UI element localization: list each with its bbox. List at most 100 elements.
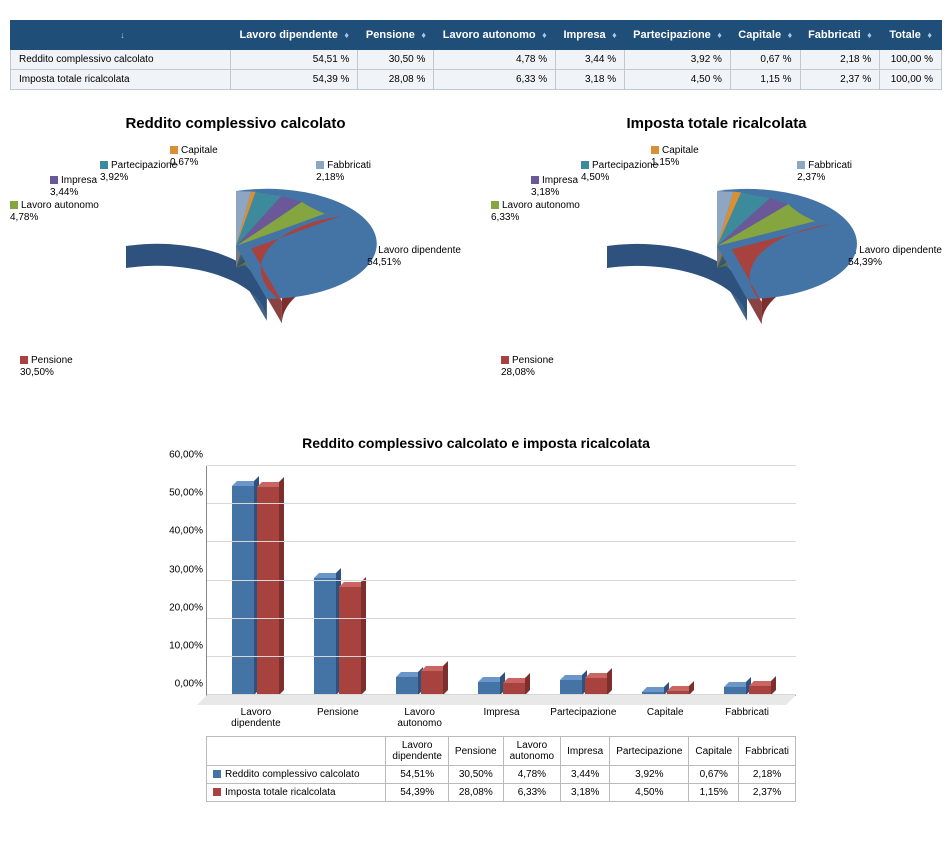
column-header[interactable]: Lavoro dipendente ♦ (231, 21, 358, 50)
column-header-total[interactable]: Totale ♦ (880, 21, 942, 50)
bar (339, 587, 361, 695)
legend-col-header: Fabbricati (739, 737, 796, 766)
column-header[interactable]: Fabbricati ♦ (800, 21, 880, 50)
gridline (207, 618, 796, 619)
table-cell: 3,92 % (625, 50, 731, 70)
y-axis-label: 10,00% (159, 640, 203, 651)
pie-chart-imposta: Imposta totale ricalcolata Lavoro dipend… (491, 115, 942, 395)
column-header[interactable]: Partecipazione ♦ (625, 21, 731, 50)
pie-title: Imposta totale ricalcolata (491, 115, 942, 132)
y-axis-label: 20,00% (159, 602, 203, 613)
legend-col-header: Pensione (448, 737, 503, 766)
legend-series-name: Reddito complessivo calcolato (207, 766, 386, 784)
table-cell-total: 100,00 % (880, 50, 942, 70)
x-axis-label: Fabbricati (706, 707, 788, 718)
bar-group: Impresa (461, 466, 543, 695)
pie-slice-label: Capitale0,67% (170, 145, 218, 169)
bar-group: Fabbricati (706, 466, 788, 695)
legend-swatch (50, 176, 58, 184)
column-header[interactable]: Pensione ♦ (358, 21, 434, 50)
bar (421, 671, 443, 695)
bar-chart-floor (197, 695, 796, 705)
legend-col-header: Partecipazione (610, 737, 689, 766)
legend-cell: 28,08% (448, 784, 503, 802)
bar-group: Capitale (624, 466, 706, 695)
legend-cell: 54,39% (386, 784, 449, 802)
bar-chart-title: Reddito complessivo calcolato e imposta … (156, 435, 796, 451)
legend-cell: 3,92% (610, 766, 689, 784)
legend-cell: 3,18% (561, 784, 610, 802)
pie-slice-label: Partecipazione4,50% (581, 160, 658, 184)
bar-chart-plot: LavorodipendentePensioneLavoroautonomoIm… (206, 466, 796, 696)
sort-icon: ♦ (540, 30, 547, 40)
table-cell: 4,50 % (625, 70, 731, 90)
legend-swatch (491, 201, 499, 209)
table-cell: 4,78 % (434, 50, 556, 70)
legend-blank (207, 737, 386, 766)
pie-title: Reddito complessivo calcolato (10, 115, 461, 132)
legend-cell: 2,37% (739, 784, 796, 802)
y-axis-label: 60,00% (159, 450, 203, 461)
table-cell: 3,18 % (556, 70, 625, 90)
pie-slice-label: Pensione28,08% (501, 355, 554, 379)
x-axis-label: Capitale (624, 707, 706, 718)
legend-series-name: Imposta totale ricalcolata (207, 784, 386, 802)
bar-chart-legend-table: LavorodipendentePensioneLavoroautonomoIm… (206, 736, 796, 802)
table-cell-total: 100,00 % (880, 70, 942, 90)
legend-swatch (170, 146, 178, 154)
pie-slice-label: Pensione30,50% (20, 355, 73, 379)
legend-swatch (10, 201, 18, 209)
table-cell: 1,15 % (730, 70, 800, 90)
table-cell: 28,08 % (358, 70, 434, 90)
table-row: Imposta totale ricalcolata54,39 %28,08 %… (11, 70, 942, 90)
bar (257, 487, 279, 695)
legend-swatch (531, 176, 539, 184)
legend-cell: 4,50% (610, 784, 689, 802)
pie-chart-row: Reddito complessivo calcolato Lavoro dip… (10, 115, 942, 395)
legend-swatch (367, 246, 375, 254)
gridline (207, 580, 796, 581)
pie-slice-label: Partecipazione3,92% (100, 160, 177, 184)
x-axis-label: Impresa (461, 707, 543, 718)
sort-icon: ♦ (865, 30, 872, 40)
y-axis-label: 0,00% (159, 679, 203, 690)
x-axis-label: Pensione (297, 707, 379, 718)
legend-col-header: Capitale (689, 737, 739, 766)
legend-cell: 30,50% (448, 766, 503, 784)
bar-group: Pensione (297, 466, 379, 695)
gridline (207, 694, 796, 695)
legend-cell: 4,78% (503, 766, 560, 784)
legend-swatch (213, 788, 221, 796)
legend-col-header: Lavorodipendente (386, 737, 449, 766)
y-axis-label: 30,00% (159, 564, 203, 575)
legend-cell: 2,18% (739, 766, 796, 784)
legend-swatch (848, 246, 856, 254)
table-cell: 3,44 % (556, 50, 625, 70)
pie-slice-label: Lavoro autonomo6,33% (491, 200, 580, 224)
sort-icon: ♦ (785, 30, 792, 40)
legend-swatch (797, 161, 805, 169)
table-cell: 54,51 % (231, 50, 358, 70)
pie-slice-label: Lavoro autonomo4,78% (10, 200, 99, 224)
gridline (207, 503, 796, 504)
legend-row: Reddito complessivo calcolato54,51%30,50… (207, 766, 796, 784)
sort-icon: ♦ (610, 30, 617, 40)
bar (314, 578, 336, 695)
column-header[interactable]: Capitale ♦ (730, 21, 800, 50)
legend-col-header: Impresa (561, 737, 610, 766)
sort-icon: ♦ (715, 30, 722, 40)
row-header-blank[interactable]: ↓ (11, 21, 231, 50)
sort-icon: ♦ (342, 30, 349, 40)
bar (232, 486, 254, 695)
sort-down-icon: ↓ (120, 30, 125, 40)
table-cell: 0,67 % (730, 50, 800, 70)
table-cell: 54,39 % (231, 70, 358, 90)
legend-swatch (581, 161, 589, 169)
bar (585, 678, 607, 695)
bar-chart: Reddito complessivo calcolato e imposta … (156, 435, 796, 802)
column-header[interactable]: Impresa ♦ (556, 21, 625, 50)
bar-group: Lavoroautonomo (379, 466, 461, 695)
table-cell: 30,50 % (358, 50, 434, 70)
column-header[interactable]: Lavoro autonomo ♦ (434, 21, 556, 50)
legend-cell: 54,51% (386, 766, 449, 784)
